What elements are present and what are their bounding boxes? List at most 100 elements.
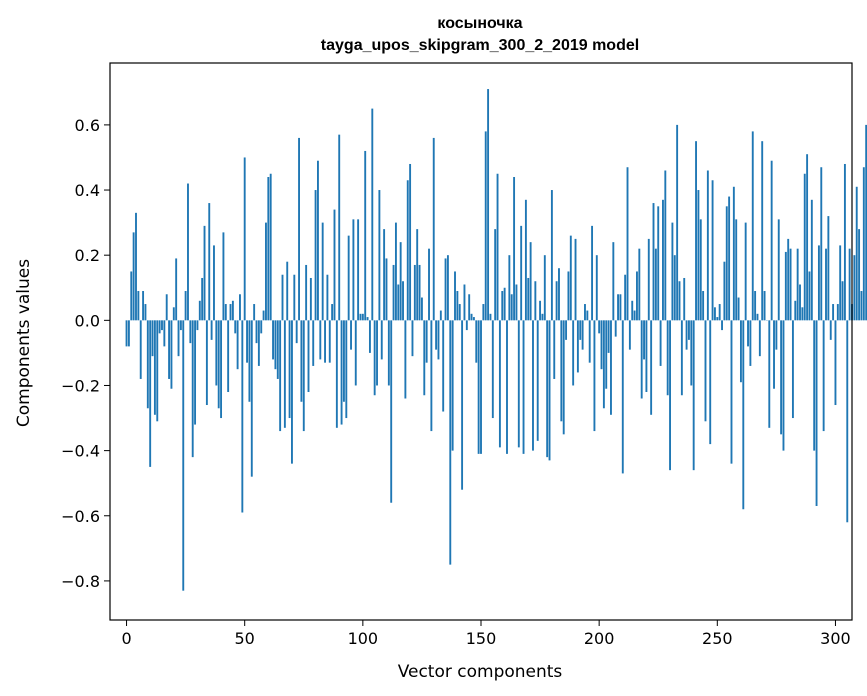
bar-171 — [529, 242, 532, 321]
bar-239 — [690, 320, 693, 386]
chart-subtitle: tayga_upos_skipgram_300_2_2019 model — [321, 37, 639, 54]
bar-90 — [338, 134, 341, 321]
bar-88 — [333, 209, 336, 321]
bar-149 — [477, 320, 480, 454]
bar-247 — [709, 320, 712, 445]
y-tick-label: 0.0 — [75, 311, 100, 330]
bar-293 — [817, 245, 820, 321]
bar-278 — [782, 320, 785, 451]
bar-60 — [267, 177, 270, 321]
bar-37 — [213, 245, 215, 321]
bar-67 — [283, 320, 286, 428]
bar-155 — [491, 320, 494, 419]
bar-52 — [248, 320, 251, 402]
bar-163 — [510, 294, 513, 321]
bar-245 — [704, 320, 707, 422]
bar-18 — [168, 320, 171, 379]
bar-145 — [468, 294, 471, 321]
bar-204 — [607, 320, 610, 353]
bar-170 — [527, 277, 530, 321]
bar-259 — [737, 297, 740, 321]
bar-159 — [501, 291, 504, 321]
bar-306 — [848, 248, 851, 321]
bar-151 — [482, 304, 485, 321]
bar-200 — [598, 320, 601, 334]
bar-117 — [402, 281, 404, 321]
bar-275 — [775, 320, 778, 350]
bar-89 — [335, 320, 338, 428]
bar-69 — [288, 320, 291, 419]
bar-137 — [449, 320, 452, 565]
bar-44 — [229, 304, 232, 321]
x-tick-label: 150 — [466, 629, 497, 648]
bar-32 — [201, 277, 204, 321]
bar-252 — [721, 320, 723, 331]
bar-313 — [865, 124, 867, 321]
bar-280 — [787, 238, 790, 321]
bar-283 — [794, 300, 797, 321]
bar-201 — [600, 320, 603, 370]
bar-211 — [624, 274, 627, 321]
bar-111 — [387, 320, 390, 386]
bar-295 — [822, 320, 825, 432]
bar-268 — [758, 320, 761, 357]
bar-164 — [513, 177, 516, 321]
bar-301 — [836, 304, 839, 321]
bar-131 — [435, 320, 438, 350]
bar-233 — [676, 124, 679, 321]
bar-294 — [820, 167, 823, 321]
bar-144 — [465, 320, 468, 331]
bar-214 — [631, 300, 634, 321]
bar-184 — [560, 320, 563, 422]
bar-115 — [397, 284, 400, 321]
bar-274 — [773, 320, 775, 389]
bar-187 — [567, 271, 570, 321]
bar-249 — [713, 307, 716, 321]
bar-5 — [137, 291, 140, 321]
bar-296 — [825, 248, 827, 321]
bar-227 — [662, 199, 664, 321]
bar-21 — [175, 258, 178, 321]
bar-133 — [439, 310, 442, 321]
bar-34 — [205, 320, 208, 406]
bar-35 — [208, 203, 211, 321]
bar-8 — [144, 304, 147, 321]
bar-4 — [135, 212, 137, 321]
bar-176 — [541, 313, 544, 321]
y-tick-label: −0.6 — [61, 507, 100, 526]
bar-14 — [158, 320, 161, 334]
bar-15 — [161, 320, 163, 331]
bar-112 — [390, 320, 393, 503]
bar-79 — [312, 320, 315, 366]
bar-215 — [633, 310, 636, 321]
bar-199 — [595, 255, 598, 321]
bar-269 — [761, 141, 764, 321]
bar-242 — [697, 190, 700, 321]
bar-75 — [302, 320, 305, 432]
x-tick-label: 100 — [348, 629, 379, 648]
bar-55 — [255, 320, 258, 344]
bar-212 — [626, 167, 629, 321]
bar-86 — [328, 320, 331, 363]
bar-162 — [508, 255, 511, 321]
bar-11 — [151, 320, 154, 357]
bar-197 — [591, 225, 594, 321]
bar-188 — [569, 235, 572, 321]
x-tick-label: 50 — [235, 629, 255, 648]
bar-116 — [399, 242, 402, 321]
bar-213 — [628, 320, 631, 350]
bar-253 — [723, 261, 726, 321]
bar-147 — [472, 317, 475, 321]
bar-107 — [378, 190, 381, 321]
bar-97 — [354, 320, 357, 386]
bar-210 — [621, 320, 624, 474]
bar-10 — [149, 320, 152, 467]
bar-109 — [383, 229, 386, 321]
bar-265 — [751, 131, 754, 321]
bar-169 — [524, 199, 527, 321]
bar-129 — [430, 320, 433, 432]
bar-304 — [843, 163, 846, 321]
bar-119 — [406, 180, 409, 321]
bar-7 — [142, 291, 145, 321]
chart-title: косыночка — [437, 15, 522, 32]
